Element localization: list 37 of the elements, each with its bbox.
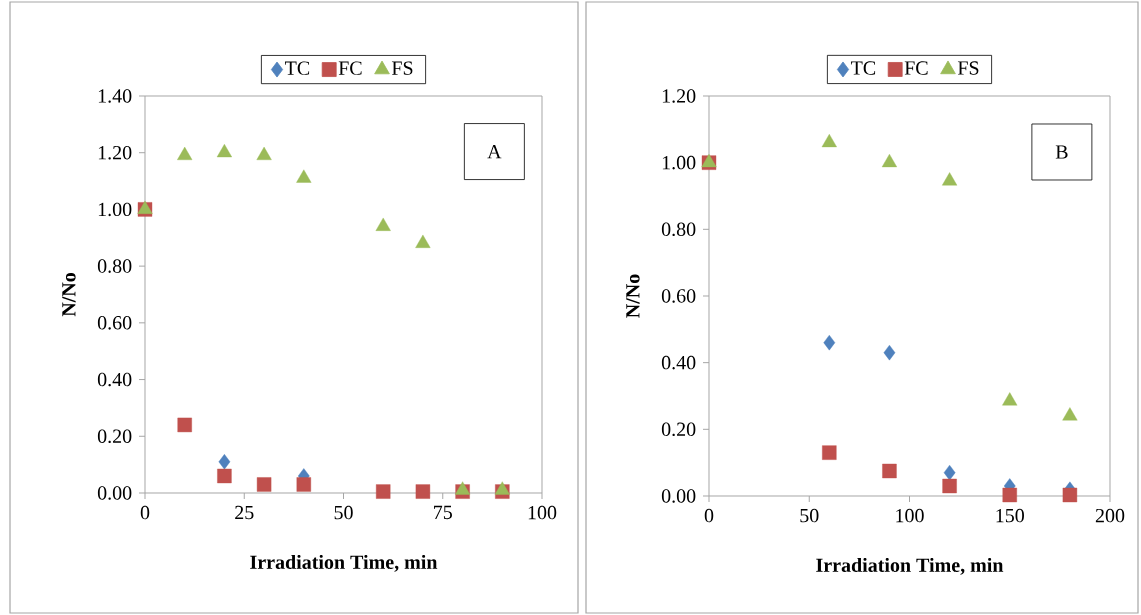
legend-label: FC [904,61,928,75]
x-tick-label: 100 [896,508,924,523]
y-tick-label: 0.80 [97,259,132,273]
y-axis-title: N/No [626,274,640,318]
x-tick-label: 100 [528,505,557,520]
x-tick-label: 75 [434,505,452,520]
y-tick-label: 0.60 [97,316,132,330]
y-tick-label: 1.00 [98,202,132,217]
legend-label: TC [285,61,310,75]
legend-label: TC [850,61,876,75]
y-tick-label: 0.60 [661,289,696,303]
y-axis-title: N/No [62,273,76,317]
y-tick-label: 1.20 [98,145,132,160]
x-axis-title: Irradiation Time, min [250,554,438,572]
y-tick-label: 0.40 [661,355,696,370]
legend-label: FS [391,61,413,75]
y-tick-label: 0.00 [661,489,696,503]
x-tick-label: 0 [140,505,150,520]
y-tick-label: 0.20 [97,429,132,444]
y-tick-label: 1.40 [98,89,132,103]
y-tick-label: 1.00 [662,155,696,170]
y-tick-label: 1.20 [662,89,696,103]
y-tick-label: 0.00 [97,486,132,500]
legend-label: FS [957,61,979,75]
x-tick-label: 200 [1095,508,1125,523]
annotation: A [487,144,502,159]
x-tick-label: 50 [800,508,819,523]
x-tick-label: 0 [704,508,714,523]
annotation: B [1055,145,1068,159]
x-tick-label: 25 [235,505,254,520]
y-tick-label: 0.20 [661,422,696,437]
x-tick-label: 150 [996,508,1024,523]
x-axis-title: Irradiation Time, min [816,557,1004,575]
legend-label: FC [338,61,362,75]
y-tick-label: 0.80 [661,222,696,237]
x-tick-label: 50 [334,505,353,520]
y-tick-label: 0.40 [97,372,132,387]
